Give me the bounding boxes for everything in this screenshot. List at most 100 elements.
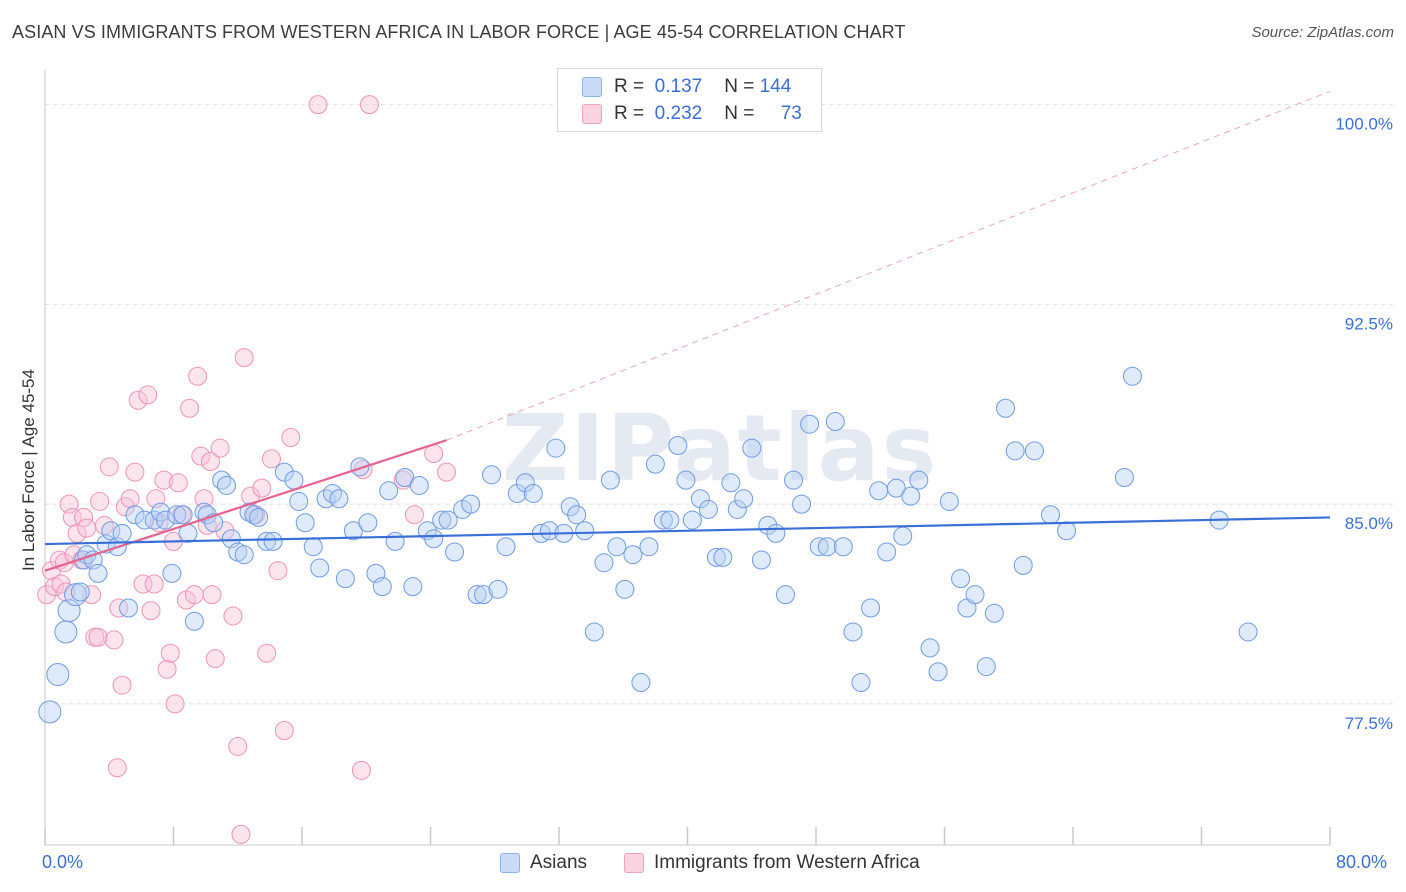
data-point-asians xyxy=(350,457,370,477)
data-point-asians xyxy=(488,579,508,599)
data-point-immigrants xyxy=(205,649,225,669)
data-point-asians xyxy=(310,558,330,578)
data-point-immigrants xyxy=(94,515,114,535)
data-point-immigrants xyxy=(188,366,208,386)
data-point-asians xyxy=(38,700,62,724)
data-point-asians xyxy=(507,483,527,503)
data-point-asians xyxy=(886,478,906,498)
data-point-immigrants xyxy=(90,491,110,511)
data-point-asians xyxy=(965,585,985,605)
data-point-immigrants xyxy=(180,398,200,418)
data-point-asians xyxy=(125,505,145,525)
data-point-immigrants xyxy=(107,758,127,778)
data-point-asians xyxy=(623,545,643,565)
data-point-immigrants xyxy=(234,348,254,368)
data-point-asians xyxy=(482,465,502,485)
data-point-asians xyxy=(335,569,355,589)
data-point-asians xyxy=(690,489,710,509)
data-point-immigrants xyxy=(274,720,294,740)
data-point-immigrants xyxy=(154,470,174,490)
data-point-immigrants xyxy=(125,462,145,482)
source-credit: Source: ZipAtlas.com xyxy=(1251,24,1394,41)
chart-title: ASIAN VS IMMIGRANTS FROM WESTERN AFRICA … xyxy=(12,22,906,42)
data-point-immigrants xyxy=(257,643,277,663)
data-point-asians xyxy=(539,521,559,541)
data-point-asians xyxy=(721,473,741,493)
data-point-asians xyxy=(920,638,940,658)
data-point-asians xyxy=(372,577,392,597)
data-point-asians xyxy=(403,577,423,597)
data-point-immigrants xyxy=(241,486,261,506)
data-point-immigrants xyxy=(191,446,211,466)
data-point-asians xyxy=(851,673,871,693)
trend-line-asians xyxy=(44,516,1331,546)
y-tick-label: 100.0% xyxy=(1335,115,1393,134)
data-point-immigrants xyxy=(437,462,457,482)
legend-swatch-asians xyxy=(500,853,520,873)
data-point-asians xyxy=(1122,366,1142,386)
data-point-asians xyxy=(809,537,829,557)
data-point-asians xyxy=(784,470,804,490)
data-point-asians xyxy=(560,497,580,517)
data-point-immigrants xyxy=(112,675,132,695)
data-point-asians xyxy=(395,467,415,487)
data-point-asians xyxy=(88,563,108,583)
data-point-asians xyxy=(713,547,733,567)
y-tick-label: 92.5% xyxy=(1345,314,1393,333)
data-point-asians xyxy=(385,531,405,551)
data-point-asians xyxy=(996,398,1016,418)
data-point-asians xyxy=(792,494,812,514)
data-point-asians xyxy=(909,470,929,490)
axes xyxy=(44,70,1331,846)
legend-item-asians: Asians xyxy=(500,852,587,874)
data-point-asians xyxy=(607,537,627,557)
data-point-immigrants xyxy=(99,457,119,477)
data-point-asians xyxy=(467,585,487,605)
data-point-immigrants xyxy=(261,449,281,469)
data-point-asians xyxy=(432,510,452,530)
data-point-asians xyxy=(523,483,543,503)
data-point-asians xyxy=(594,553,614,573)
data-point-asians xyxy=(727,499,747,519)
legend-r-value: 0.232 xyxy=(654,103,703,124)
data-point-asians xyxy=(438,510,458,530)
legend-r-label: R = xyxy=(614,76,645,97)
data-point-asians xyxy=(877,542,897,562)
data-point-immigrants xyxy=(359,95,379,115)
series-legend: Asians Immigrants from Western Africa xyxy=(0,852,1406,878)
data-point-immigrants xyxy=(77,518,97,538)
data-point-asians xyxy=(46,663,70,687)
data-point-asians xyxy=(64,583,88,607)
data-point-asians xyxy=(1114,467,1134,487)
data-point-asians xyxy=(825,412,845,432)
data-point-asians xyxy=(54,620,78,644)
data-point-asians xyxy=(461,494,481,514)
data-point-immigrants xyxy=(88,627,108,647)
data-point-asians xyxy=(358,513,378,533)
data-point-immigrants xyxy=(138,385,158,405)
data-point-immigrants xyxy=(168,473,188,493)
data-point-asians xyxy=(682,510,702,530)
data-point-immigrants xyxy=(157,659,177,679)
legend-r-label: R = xyxy=(614,103,645,124)
data-point-asians xyxy=(951,569,971,589)
legend-n-label: N = xyxy=(724,76,755,97)
data-point-immigrants xyxy=(184,585,204,605)
data-point-asians xyxy=(706,547,726,567)
data-point-asians xyxy=(379,481,399,501)
data-point-asians xyxy=(343,521,363,541)
trend-line-immigrants xyxy=(44,439,447,572)
data-point-asians xyxy=(631,673,651,693)
data-point-asians xyxy=(323,483,343,503)
data-point-asians xyxy=(289,491,309,511)
data-point-asians xyxy=(833,537,853,557)
series-immigrants-points xyxy=(37,95,457,844)
legend-n-label: N = xyxy=(724,103,755,124)
data-point-asians xyxy=(742,438,762,458)
correlation-legend: R = 0.137 N = 144 R = 0.232 N = 73 xyxy=(557,68,822,132)
data-point-immigrants xyxy=(404,505,424,525)
data-point-asians xyxy=(584,622,604,642)
data-point-asians xyxy=(653,510,673,530)
data-point-asians xyxy=(1005,441,1025,461)
legend-swatch-asians xyxy=(582,77,602,97)
